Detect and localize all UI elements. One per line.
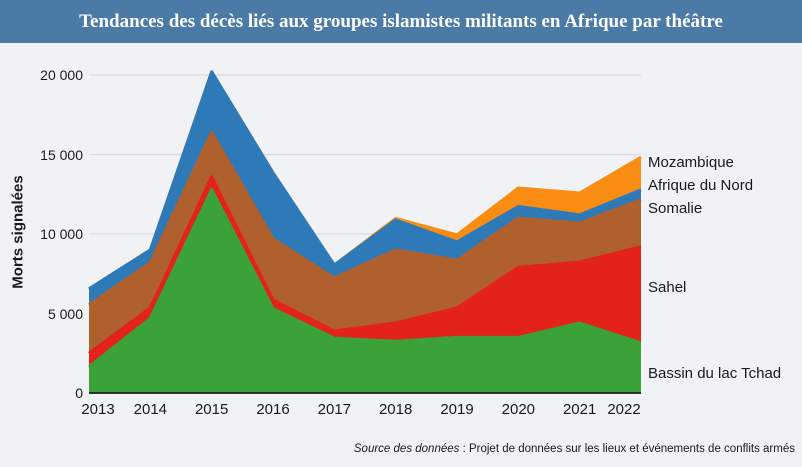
legend-label-somalie: Somalie (648, 200, 703, 217)
y-tick-label: 0 (75, 385, 83, 401)
area-bassin-du-lac-tchad (89, 189, 641, 393)
x-tick-label: 2015 (194, 401, 229, 418)
x-tick-label: 2018 (378, 401, 413, 418)
y-tick-label: 15 000 (40, 146, 83, 163)
y-tick-label: 5 000 (47, 305, 83, 322)
source-note-text: : Projet de données sur les lieux et évé… (459, 443, 795, 455)
y-tick-label: 20 000 (40, 67, 83, 83)
page-title: Tendances des décès liés aux groupes isl… (0, 0, 802, 43)
y-tick-label: 10 000 (40, 226, 83, 242)
x-tick-label: 2019 (440, 401, 474, 418)
legend-label-sahel: Sahel (648, 279, 687, 296)
legend-label-mozambique: Mozambique (648, 154, 734, 171)
area-sahel (89, 176, 641, 393)
legend-label-bassin-du-lac-tchad: Bassin du lac Tchad (648, 365, 782, 382)
area-somalie (89, 132, 641, 393)
x-tick-label: 2022 (607, 401, 641, 418)
source-note-label: Source des données (353, 443, 460, 455)
source-note: Source des données : Projet de données s… (354, 443, 795, 455)
x-tick-label: 2016 (256, 401, 290, 418)
legend-label-afrique-du-nord: Afrique du Nord (648, 177, 754, 194)
area-top-line (88, 70, 642, 291)
area-mozambique (89, 71, 641, 394)
x-tick-label: 2020 (501, 401, 536, 418)
x-tick-label: 2017 (317, 401, 352, 418)
x-tick-label: 2014 (133, 401, 168, 418)
x-tick-label: 2013 (81, 401, 115, 418)
area-top-line (88, 130, 642, 307)
x-tick-label: 2021 (562, 401, 597, 418)
area-top-line (88, 188, 642, 368)
area-top-line (88, 175, 642, 355)
area-afrique-du-nord (89, 71, 641, 394)
area-top-line (88, 70, 642, 291)
